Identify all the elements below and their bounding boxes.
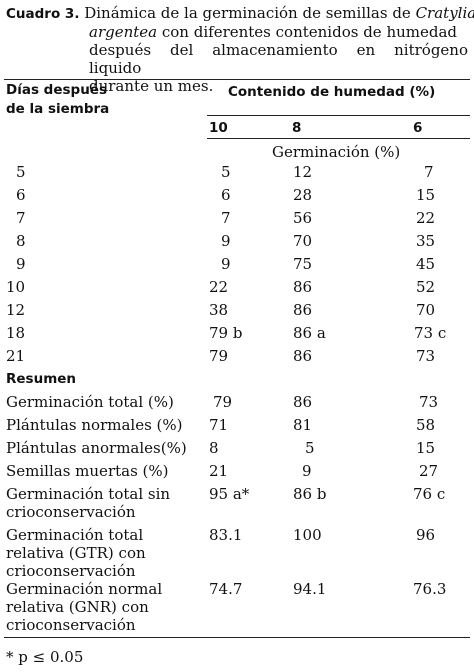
cell-10: 9 — [221, 232, 231, 250]
cell-10: 74.7 — [209, 580, 243, 598]
summary-title: Resumen — [6, 371, 77, 387]
cell-8: 56 — [293, 209, 313, 227]
cell-10: 7 — [221, 209, 231, 227]
cell-10: 83.1 — [209, 526, 243, 544]
cell-10: 95 a* — [209, 485, 250, 503]
summary-label-cont: relativa (GNR) con — [6, 598, 149, 616]
cell-8: 86 — [293, 393, 313, 411]
row-label: 18 — [6, 324, 26, 342]
summary-label: Semillas muertas (%) — [6, 462, 169, 480]
cell-6: 7 — [424, 163, 434, 181]
cell-6: 76.3 — [413, 580, 447, 598]
cell-10: 9 — [221, 255, 231, 273]
cell-8: 86 b — [293, 485, 327, 503]
cell-6: 15 — [416, 439, 436, 457]
cell-6: 76 c — [413, 485, 446, 503]
cell-8: 86 — [293, 278, 313, 296]
footnote: * p ≤ 0.05 — [6, 648, 84, 666]
row-label: 8 — [16, 232, 26, 250]
summary-label: Germinación total (%) — [6, 393, 174, 411]
summary-label: Germinación total sin — [6, 485, 171, 503]
cell-6: 70 — [416, 301, 436, 319]
summary-label-cont: crioconservación — [6, 562, 136, 580]
cell-6: 52 — [416, 278, 436, 296]
caption-line1: Dinámica de la germinación de semillas d… — [84, 4, 416, 22]
cell-6: 73 — [416, 347, 436, 365]
row-label: 7 — [16, 209, 26, 227]
cell-8: 94.1 — [293, 580, 327, 598]
caption-line2: con diferentes contenidos de humedad — [157, 23, 458, 41]
summary-label: Germinación normal — [6, 580, 163, 598]
cell-8: 75 — [293, 255, 313, 273]
cell-8: 12 — [293, 163, 313, 181]
cell-8: 70 — [293, 232, 313, 250]
table-top-rule — [4, 79, 470, 80]
cell-10: 71 — [209, 416, 229, 434]
cell-8: 86 a — [293, 324, 326, 342]
cell-6: 96 — [416, 526, 436, 544]
cell-8: 9 — [302, 462, 312, 480]
summary-label: Plántulas anormales(%) — [6, 439, 187, 457]
cell-10: 38 — [209, 301, 229, 319]
summary-label-cont: crioconservación — [6, 616, 136, 634]
cell-6: 73 c — [414, 324, 447, 342]
subheader-germinacion: Germinación (%) — [272, 143, 401, 161]
row-label: 6 — [16, 186, 26, 204]
row-label: 21 — [6, 347, 26, 365]
cell-10: 22 — [209, 278, 229, 296]
row-label-header-2: de la siembra — [6, 101, 110, 117]
row-label: 10 — [6, 278, 26, 296]
cell-6: 35 — [416, 232, 436, 250]
summary-label-cont: relativa (GTR) con — [6, 544, 146, 562]
cell-10: 5 — [221, 163, 231, 181]
caption-line4: durante un mes. — [89, 77, 214, 95]
cell-10: 21 — [209, 462, 229, 480]
cell-6: 58 — [416, 416, 436, 434]
cell-10: 79 — [213, 393, 233, 411]
cell-8: 86 — [293, 301, 313, 319]
caption-species-epithet: argentea — [89, 23, 158, 41]
cell-6: 15 — [416, 186, 436, 204]
cell-10: 79 — [209, 347, 229, 365]
group-header: Contenido de humedad (%) — [228, 84, 436, 100]
cell-6: 22 — [416, 209, 436, 227]
summary-label: Germinación total — [6, 526, 144, 544]
row-label: 5 — [16, 163, 26, 181]
summary-label: Plántulas normales (%) — [6, 416, 183, 434]
column-header-8: 8 — [292, 120, 302, 136]
group-header-rule — [207, 115, 470, 116]
caption-line3: después del almacenamiento en nitrógeno … — [89, 41, 468, 77]
caption-label: Cuadro 3. — [6, 6, 80, 22]
column-header-rule — [207, 138, 470, 139]
cell-8: 5 — [305, 439, 315, 457]
table-caption: Cuadro 3. Dinámica de la germinación de … — [6, 4, 474, 95]
cell-6: 73 — [419, 393, 439, 411]
cell-8: 28 — [293, 186, 313, 204]
column-header-6: 6 — [413, 120, 423, 136]
column-header-10: 10 — [209, 120, 228, 136]
cell-6: 45 — [416, 255, 436, 273]
cell-8: 86 — [293, 347, 313, 365]
cell-6: 27 — [419, 462, 439, 480]
cell-10: 6 — [221, 186, 231, 204]
row-label: 12 — [6, 301, 26, 319]
summary-label-cont: crioconservación — [6, 503, 136, 521]
table-bottom-rule — [4, 637, 470, 638]
cell-10: 79 b — [209, 324, 243, 342]
cell-8: 81 — [293, 416, 313, 434]
row-label-header-1: Días después — [6, 82, 107, 98]
row-label: 9 — [16, 255, 26, 273]
cell-8: 100 — [293, 526, 322, 544]
cell-10: 8 — [209, 439, 219, 457]
caption-species-genus: Cratylia — [415, 4, 474, 22]
